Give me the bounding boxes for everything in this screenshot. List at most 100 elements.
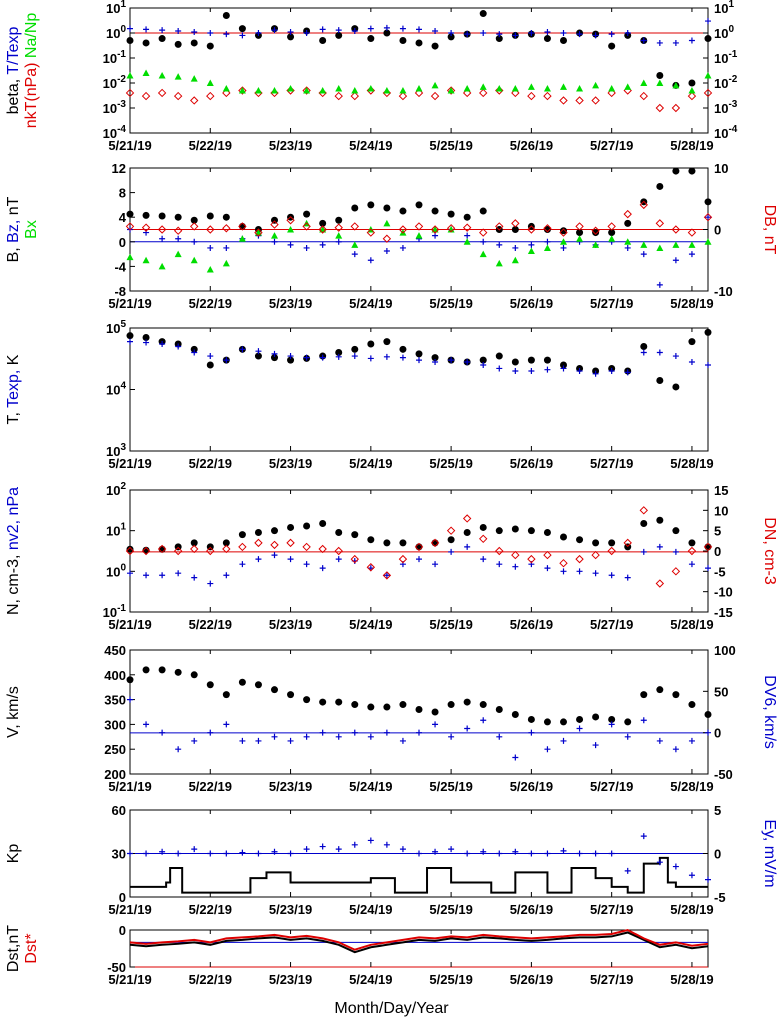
beta-series-3-point [656, 79, 664, 86]
mag-series-1-point [512, 244, 519, 251]
temp-series-0-point [142, 334, 150, 342]
mag-series-3-point [270, 220, 279, 229]
dens-series-0-point [158, 545, 166, 553]
vel-xtick-label: 5/22/19 [189, 779, 232, 794]
beta-series-2-point [462, 88, 472, 98]
vel-series-1-point [528, 729, 535, 736]
dens-series-1-point [319, 565, 326, 572]
mag-series-3-point [366, 228, 376, 237]
mag-series-3-point [495, 222, 504, 231]
vel-ytick-label: 300 [104, 717, 126, 732]
dens-ytick-label: 100 [106, 562, 126, 579]
beta-series-3-point [367, 85, 375, 92]
mag-series-0-point [303, 210, 311, 218]
dens-series-0-point [271, 527, 278, 535]
beta-series-2-point [141, 91, 151, 101]
mag-series-0-point [399, 207, 407, 215]
mag-series-0-point [190, 216, 198, 224]
beta-y2tick-label: 10-3 [714, 99, 738, 116]
vel-series-0-point [142, 666, 150, 674]
mag-series-3-point [591, 226, 600, 235]
beta-series-0-point [688, 79, 696, 87]
temp-series-0-point [431, 354, 439, 362]
dens-y2tick-label: 15 [714, 483, 728, 498]
dens-series-1-point [608, 572, 615, 579]
mag-series-2-point [640, 241, 648, 248]
dens-xtick-label: 5/28/19 [670, 617, 713, 632]
vel-series-0-point [271, 686, 278, 694]
beta-series-2-point [655, 103, 665, 113]
mag-series-1-point [640, 251, 647, 258]
vel-series-0-point [222, 691, 230, 699]
mag-xtick-label: 5/22/19 [189, 296, 232, 311]
vel-series-1-point [383, 729, 390, 736]
kp-xtick-label: 5/23/19 [269, 902, 312, 917]
temp-series-0-point [543, 356, 551, 364]
mag-series-2-point [335, 232, 343, 239]
kp-xtick-label: 5/28/19 [670, 902, 713, 917]
beta-series-0-point [222, 12, 230, 20]
kp-series-1-point [608, 850, 615, 857]
temp-series-1-point [191, 349, 198, 356]
beta-series-0-point [142, 39, 150, 47]
vel-series-0-point [287, 691, 295, 699]
beta-series-1-point [127, 25, 133, 32]
mag-series-0-point [271, 216, 278, 224]
dens-series-2-point [382, 571, 392, 580]
kp-series-1-point [576, 850, 583, 857]
dens-series-0-point [303, 522, 311, 530]
beta-series-1-point [528, 30, 535, 36]
mag-series-2-point [222, 259, 230, 267]
dens-xtick-label: 5/21/19 [108, 617, 151, 632]
vel-series-1-point [127, 696, 133, 703]
dst-xtick-label: 5/22/19 [189, 972, 232, 987]
mag-series-0-point [704, 198, 712, 206]
dens-series-2-point [302, 542, 311, 552]
dens-series-0-point [640, 520, 648, 528]
beta-series-3-point [431, 81, 439, 89]
beta-series-1-point [432, 28, 439, 35]
vel-series-0-point [158, 666, 166, 674]
mag-y2tick-label: 10 [714, 161, 728, 176]
beta-series-0-point [335, 31, 343, 39]
mag-series-2-point [206, 265, 214, 273]
temp-series-1-point [303, 354, 310, 361]
kp-series-1-point [143, 850, 150, 857]
temp-ytick-label: 105 [106, 319, 126, 336]
mag-series-2-point [463, 238, 471, 245]
temp-series-0-point [206, 361, 214, 369]
beta-series-3-point [624, 83, 632, 90]
dens-xtick-label: 5/24/19 [349, 617, 392, 632]
mag-series-3-point [190, 222, 199, 231]
dens-series-1-point [544, 565, 551, 572]
beta-ytick-label: 10-4 [103, 124, 127, 141]
dens-series-2-point [270, 540, 279, 550]
beta-series-1-point [223, 31, 230, 38]
temp-series-1-point [399, 354, 406, 361]
dens-series-0-point [190, 539, 198, 547]
beta-series-0-point [206, 42, 214, 50]
temp-xtick-label: 5/26/19 [510, 456, 553, 471]
temp-series-1-point [528, 367, 535, 374]
beta-series-1-point [191, 28, 198, 35]
mag-series-1-point [319, 241, 326, 248]
kp-series-1-point [416, 850, 422, 857]
vel-series-1-point [624, 733, 631, 740]
beta-series-2-point [671, 103, 681, 113]
vel-series-1-point [672, 746, 679, 753]
dens-series-2-point [639, 506, 648, 515]
vel-xtick-label: 5/28/19 [670, 779, 713, 794]
mag-xtick-label: 5/28/19 [670, 296, 713, 311]
mag-series-1-point [159, 235, 166, 242]
kp-series-1-point [191, 846, 198, 853]
mag-y2tick-label: 0 [714, 223, 721, 238]
temp-xtick-label: 5/22/19 [189, 456, 232, 471]
temp-series-1-point [367, 355, 374, 362]
vel-ytick-label: 450 [104, 643, 126, 658]
dens-series-0-point [287, 523, 295, 531]
x-axis-title-wrap: Month/Day/Year [0, 1000, 783, 1018]
dens-ytick-label: 10-1 [103, 603, 127, 620]
beta-series-1-point [383, 24, 390, 31]
mag-series-0-point [608, 229, 616, 237]
vel-series-0-point [576, 715, 584, 723]
